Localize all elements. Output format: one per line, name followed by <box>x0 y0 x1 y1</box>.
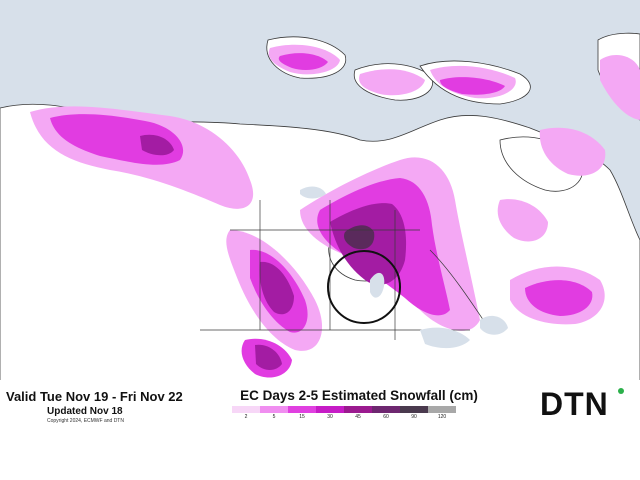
updated-date: Updated Nov 18 <box>47 406 123 417</box>
scale-seg-3 <box>316 406 344 413</box>
scale-seg-7 <box>428 406 456 413</box>
color-scale: 2 5 15 30 45 60 90 120 <box>232 406 456 424</box>
scale-tick: 15 <box>299 414 305 420</box>
color-scale-bar <box>232 406 456 413</box>
scale-seg-5 <box>372 406 400 413</box>
scale-tick: 30 <box>327 414 333 420</box>
map-title: EC Days 2-5 Estimated Snowfall (cm) <box>240 388 478 403</box>
scale-tick: 60 <box>383 414 389 420</box>
scale-tick: 90 <box>411 414 417 420</box>
footer-panel: Valid Tue Nov 19 - Fri Nov 22 Updated No… <box>0 380 640 424</box>
scale-seg-6 <box>400 406 428 413</box>
valid-dates: Valid Tue Nov 19 - Fri Nov 22 <box>6 389 183 404</box>
scale-tick: 45 <box>355 414 361 420</box>
logo-accent-dot <box>618 388 624 394</box>
copyright: Copyright 2024, ECMWF and DTN <box>47 418 124 424</box>
scale-tick: 120 <box>437 414 447 420</box>
scale-seg-4 <box>344 406 372 413</box>
snowfall-map <box>0 0 640 388</box>
scale-seg-1 <box>260 406 288 413</box>
dtn-logo: DTN <box>540 386 609 422</box>
snowfall-max <box>344 225 375 250</box>
lakes <box>300 186 508 349</box>
scale-seg-2 <box>288 406 316 413</box>
scale-tick: 5 <box>272 414 276 420</box>
scale-seg-0 <box>232 406 260 413</box>
scale-tick: 2 <box>244 414 248 420</box>
highlight-circle <box>327 250 401 324</box>
